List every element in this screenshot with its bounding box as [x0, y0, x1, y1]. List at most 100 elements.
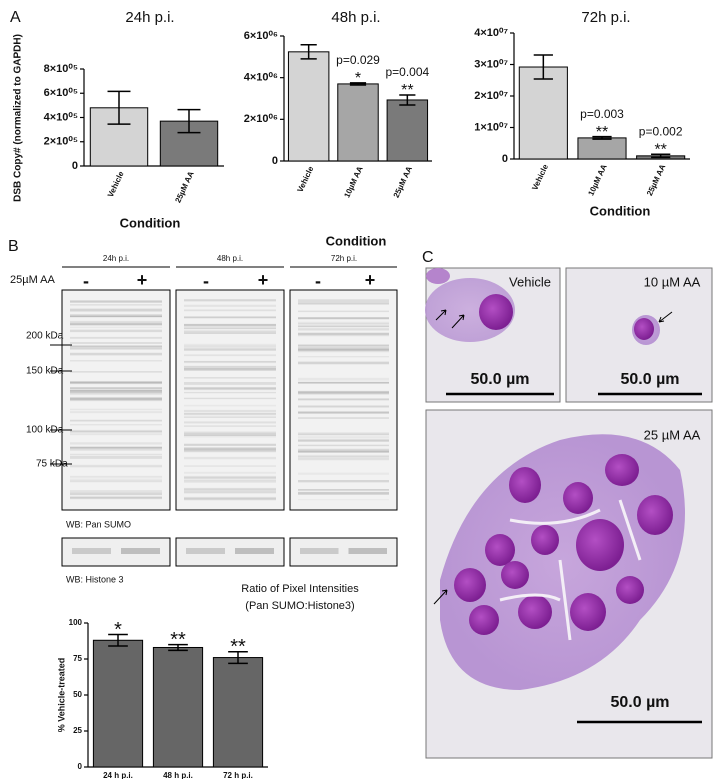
y-axis-label: DSB Copy# (normalized to GAPDH): [13, 34, 24, 202]
bar: [152, 646, 204, 768]
significance: **: [654, 141, 666, 158]
micrograph-panel: Vehicle 50.0 µm 10 µM AA 50.0 µm 25 µM A…: [425, 267, 713, 759]
nucleus: [634, 318, 654, 340]
y-tick-label: 75: [73, 654, 82, 663]
cell-cluster: [440, 434, 685, 690]
y-tick-label: 6×10⁰⁶: [244, 30, 278, 42]
lane-label: 48h p.i.: [217, 254, 243, 263]
marker-label: 150 kDa: [26, 366, 64, 377]
blot-band: [72, 548, 111, 554]
panel-label: A: [10, 9, 21, 26]
x-axis-label: Condition: [120, 215, 181, 230]
blot-band: [348, 548, 387, 554]
bar: [386, 99, 429, 162]
error-bar: [107, 90, 131, 125]
error-bar: [177, 108, 201, 134]
x-tick-label: Vehicle: [106, 169, 126, 198]
y-tick-label: 4×10⁰⁶: [244, 72, 278, 84]
minus: -: [83, 271, 89, 291]
blot: [61, 289, 171, 511]
error-bar: [399, 94, 416, 106]
y-tick-label: 2×10⁰⁵: [44, 136, 78, 148]
y-tick-label: 3×10⁰⁷: [474, 58, 508, 70]
p-value: p=0.029: [336, 53, 380, 67]
minus: -: [203, 271, 209, 291]
bar: [287, 51, 330, 162]
significance: *: [114, 619, 122, 641]
cell-border: [499, 499, 642, 641]
wb-label: WB: Pan SUMO: [66, 519, 131, 529]
blot: [175, 289, 285, 511]
x-tick-label: 48 h p.i.: [163, 771, 193, 779]
y-tick-label: 4×10⁰⁵: [44, 111, 78, 123]
error-bar: [651, 153, 671, 159]
x-axis-label: Condition: [590, 203, 651, 218]
x-tick-label: 25µM AA: [392, 165, 414, 200]
significance: **: [401, 82, 413, 99]
significance: **: [170, 629, 186, 651]
bar: [212, 657, 264, 768]
chart-title: 72h p.i.: [581, 9, 630, 26]
chart-title: Ratio of Pixel Intensities: [241, 583, 359, 595]
y-tick-label: 2×10⁰⁷: [474, 90, 508, 102]
x-tick-label: 25µM AA: [645, 163, 667, 198]
blot-band: [186, 548, 225, 554]
p-value: p=0.002: [639, 124, 683, 138]
error-bar: [592, 135, 612, 140]
x-tick-label: 10µM AA: [586, 163, 608, 198]
scale-label: 50.0 µm: [470, 371, 529, 388]
nucleus: [479, 294, 513, 330]
p-value: p=0.004: [385, 65, 429, 79]
y-tick-label: 4×10⁰⁷: [474, 27, 508, 39]
y-tick-label: 50: [73, 690, 82, 699]
y-axis-label: % Vehicle-treated: [56, 658, 66, 733]
y-tick-label: 0: [272, 155, 278, 167]
y-tick-label: 2×10⁰⁶: [244, 113, 278, 125]
chart-title: 48h p.i.: [331, 9, 380, 26]
arrow: [433, 589, 448, 605]
scale-label: 50.0 µm: [610, 694, 669, 711]
panel-label: B: [8, 238, 19, 255]
error-bar: [168, 643, 188, 652]
panel-label: C: [422, 249, 434, 266]
blot-band: [235, 548, 274, 554]
y-tick-label: 0: [78, 762, 83, 771]
chart-title: 24h p.i.: [125, 9, 174, 26]
significance: *: [355, 70, 361, 87]
arrow: [658, 311, 673, 323]
plus: +: [258, 270, 269, 290]
y-tick-label: 1×10⁰⁷: [474, 121, 508, 133]
blot-band: [121, 548, 160, 554]
cell: [426, 268, 450, 284]
micrograph-label: 10 µM AA: [644, 274, 701, 289]
y-tick-label: 100: [69, 618, 83, 627]
y-tick-label: 0: [72, 160, 78, 172]
y-tick-label: 8×10⁰⁵: [44, 63, 78, 75]
x-tick-label: 25µM AA: [173, 170, 195, 205]
bar: [337, 83, 379, 162]
significance: **: [230, 636, 246, 658]
significance: **: [596, 124, 608, 141]
x-tick-label: 24 h p.i.: [103, 771, 133, 779]
scale-label: 50.0 µm: [620, 371, 679, 388]
x-tick-label: 10µM AA: [342, 165, 364, 200]
blot: [289, 289, 398, 511]
lane-label: 24h p.i.: [103, 254, 129, 263]
bar: [577, 137, 627, 160]
error-bar: [533, 54, 553, 80]
micrograph-label: Vehicle: [509, 274, 551, 289]
chart-subtitle: (Pan SUMO:Histone3): [245, 600, 354, 612]
minus: -: [315, 271, 321, 291]
marker-label: 200 kDa: [26, 331, 64, 342]
blot-band: [300, 548, 339, 554]
lane-label: 72h p.i.: [331, 254, 357, 263]
bar: [518, 66, 568, 160]
p-value: p=0.003: [580, 107, 624, 121]
error-bar: [228, 651, 248, 665]
wb-label: WB: Histone 3: [66, 574, 124, 584]
y-tick-label: 25: [73, 726, 82, 735]
nuclei: [454, 454, 673, 635]
marker-label: 100 kDa: [26, 425, 64, 436]
x-tick-label: 72 h p.i.: [223, 771, 253, 779]
